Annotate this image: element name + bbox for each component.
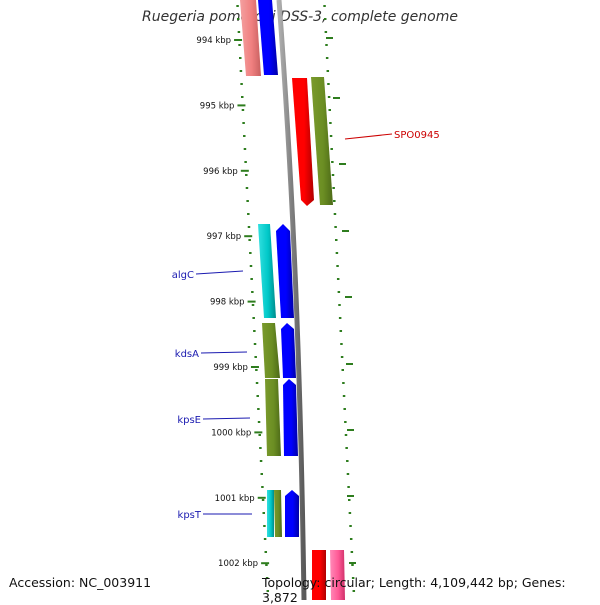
gene-features xyxy=(240,0,345,600)
gene-label-links: SPO0945 algC kdsA kpsE kpsT xyxy=(172,130,440,521)
kbp-tick-label: 999 kbp xyxy=(213,363,248,373)
kbp-tick-label: 995 kbp xyxy=(200,101,235,111)
outer-tick-marks xyxy=(236,5,270,592)
gene-olive-kpse xyxy=(265,379,281,456)
gene-leader-line xyxy=(202,417,251,420)
gene-cyan-kpst xyxy=(267,490,274,537)
kbp-ruler: 994 kbp 995 kbp 996 kbp 997 kbp 998 kbp 999 k… xyxy=(196,36,270,569)
gene-leader-line xyxy=(344,133,393,140)
gene-label-spo0945[interactable]: SPO0945 xyxy=(394,130,440,141)
topology-label: Topology: circular; Length: 4,109,442 bp… xyxy=(262,575,566,605)
gene-olive-spo0945 xyxy=(311,77,333,205)
gene-blue-kpst xyxy=(285,490,299,537)
kbp-tick-label: 997 kbp xyxy=(207,232,242,242)
gene-cyan-algc xyxy=(258,224,276,318)
genome-backbone xyxy=(276,0,307,600)
kbp-tick-label: 1000 kbp xyxy=(211,428,251,438)
accession-label: Accession: NC_003911 xyxy=(9,575,152,590)
gene-olive-kdsa xyxy=(262,323,280,378)
gene-blue-kpse xyxy=(283,379,298,456)
gene-label-algc[interactable]: algC xyxy=(172,270,194,281)
gene-label-kpst[interactable]: kpsT xyxy=(178,510,202,521)
map-title: Ruegeria pomeroyi DSS-3, complete genome xyxy=(142,9,458,25)
gene-olive-kpst xyxy=(274,490,282,537)
inner-tick-marks xyxy=(323,5,356,592)
gene-leader-line xyxy=(200,351,248,354)
gene-pink-bottom xyxy=(330,550,345,600)
gene-blue-top xyxy=(258,0,278,75)
gene-leader-line xyxy=(195,270,244,275)
kbp-tick-label: 998 kbp xyxy=(210,298,245,308)
gene-blue-kdsa xyxy=(281,323,296,378)
gene-salmon-top xyxy=(240,0,261,76)
gene-label-kdsa[interactable]: kdsA xyxy=(175,349,199,360)
gene-blue-algc xyxy=(276,224,294,318)
gene-red-bottom xyxy=(312,550,326,600)
gene-label-kpse[interactable]: kpsE xyxy=(177,415,201,426)
kbp-tick-label: 996 kbp xyxy=(203,167,238,177)
kbp-tick-label: 1002 kbp xyxy=(218,559,258,569)
kbp-tick-label: 994 kbp xyxy=(196,36,231,46)
kbp-tick-label: 1001 kbp xyxy=(215,494,255,504)
gene-red-spo0945 xyxy=(292,78,314,206)
